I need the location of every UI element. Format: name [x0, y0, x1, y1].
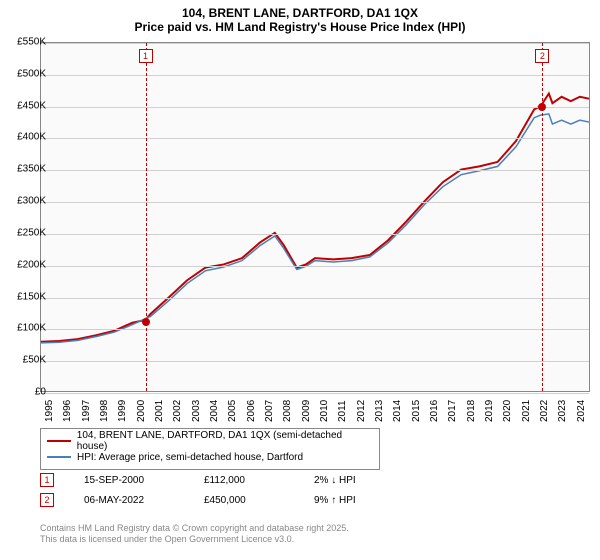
title-line-2: Price paid vs. HM Land Registry's House …	[0, 20, 600, 34]
y-tick-label: £150K	[6, 291, 46, 302]
gridline	[41, 329, 589, 330]
gridline	[41, 170, 589, 171]
gridline	[41, 202, 589, 203]
x-tick-label: 2019	[484, 400, 495, 422]
x-tick-label: 2013	[374, 400, 385, 422]
sale-price: £450,000	[204, 495, 314, 506]
x-tick-label: 2015	[411, 400, 422, 422]
gridline	[41, 393, 589, 394]
x-tick-label: 2001	[154, 400, 165, 422]
footer-line-2: This data is licensed under the Open Gov…	[40, 534, 349, 546]
y-tick-label: £300K	[6, 196, 46, 207]
x-tick-label: 1995	[44, 400, 55, 422]
x-tick-label: 2007	[264, 400, 275, 422]
footer-line-1: Contains HM Land Registry data © Crown c…	[40, 523, 349, 535]
x-tick-label: 2018	[466, 400, 477, 422]
title-line-1: 104, BRENT LANE, DARTFORD, DA1 1QX	[0, 6, 600, 20]
x-tick-label: 2005	[227, 400, 238, 422]
legend-swatch	[47, 456, 71, 458]
legend-label: 104, BRENT LANE, DARTFORD, DA1 1QX (semi…	[77, 430, 373, 452]
y-tick-label: £250K	[6, 227, 46, 238]
legend-label: HPI: Average price, semi-detached house,…	[77, 452, 303, 463]
x-tick-label: 1996	[62, 400, 73, 422]
plot-area: 12	[40, 42, 590, 392]
y-tick-label: £200K	[6, 259, 46, 270]
x-tick-label: 2016	[429, 400, 440, 422]
x-tick-label: 2017	[447, 400, 458, 422]
sales-row: 1 15-SEP-2000£112,0002% ↓ HPI	[40, 470, 356, 490]
x-tick-label: 2000	[136, 400, 147, 422]
y-tick-label: £400K	[6, 132, 46, 143]
x-tick-label: 2020	[502, 400, 513, 422]
x-tick-label: 2002	[172, 400, 183, 422]
gridline	[41, 138, 589, 139]
x-tick-label: 2023	[557, 400, 568, 422]
series-line	[41, 94, 589, 342]
sale-price: £112,000	[204, 475, 314, 486]
gridline	[41, 298, 589, 299]
sale-marker-line	[146, 43, 147, 391]
sale-date: 06-MAY-2022	[84, 495, 204, 506]
y-tick-label: £450K	[6, 100, 46, 111]
chart-container: 104, BRENT LANE, DARTFORD, DA1 1QX Price…	[0, 0, 600, 560]
sale-marker-box: 1	[139, 49, 153, 63]
sale-hpi-delta: 9% ↑ HPI	[314, 495, 356, 506]
sale-index-box: 1	[40, 473, 54, 487]
title-area: 104, BRENT LANE, DARTFORD, DA1 1QX Price…	[0, 0, 600, 34]
sale-index-box: 2	[40, 493, 54, 507]
plot-svg	[41, 43, 589, 391]
y-tick-label: £500K	[6, 68, 46, 79]
gridline	[41, 266, 589, 267]
gridline	[41, 75, 589, 76]
x-tick-label: 2006	[246, 400, 257, 422]
gridline	[41, 361, 589, 362]
series-line	[41, 114, 589, 343]
x-tick-label: 2011	[337, 400, 348, 422]
sales-row: 2 06-MAY-2022£450,0009% ↑ HPI	[40, 490, 356, 510]
legend-swatch	[47, 440, 71, 442]
sale-marker-box: 2	[535, 49, 549, 63]
gridline	[41, 234, 589, 235]
x-tick-label: 2024	[576, 400, 587, 422]
gridline	[41, 107, 589, 108]
y-tick-label: £100K	[6, 323, 46, 334]
sale-hpi-delta: 2% ↓ HPI	[314, 475, 356, 486]
sales-table: 1 15-SEP-2000£112,0002% ↓ HPI 2 06-MAY-2022…	[40, 470, 356, 510]
x-tick-label: 1999	[117, 400, 128, 422]
legend: 104, BRENT LANE, DARTFORD, DA1 1QX (semi…	[40, 428, 380, 470]
sale-marker-line	[542, 43, 543, 391]
y-tick-label: £550K	[6, 37, 46, 48]
x-tick-label: 2014	[392, 400, 403, 422]
x-tick-label: 2012	[356, 400, 367, 422]
x-tick-label: 2009	[301, 400, 312, 422]
legend-item: 104, BRENT LANE, DARTFORD, DA1 1QX (semi…	[47, 433, 373, 449]
gridline	[41, 43, 589, 44]
x-tick-label: 2022	[539, 400, 550, 422]
x-tick-label: 2010	[319, 400, 330, 422]
x-tick-label: 2021	[521, 400, 532, 422]
y-tick-label: £0	[6, 387, 46, 398]
y-tick-label: £50K	[6, 355, 46, 366]
y-tick-label: £350K	[6, 164, 46, 175]
sale-marker-dot	[142, 318, 150, 326]
x-tick-label: 1997	[81, 400, 92, 422]
sale-date: 15-SEP-2000	[84, 475, 204, 486]
x-tick-label: 2008	[282, 400, 293, 422]
x-tick-label: 2004	[209, 400, 220, 422]
sale-marker-dot	[538, 103, 546, 111]
x-tick-label: 1998	[99, 400, 110, 422]
x-tick-label: 2003	[191, 400, 202, 422]
footer-attribution: Contains HM Land Registry data © Crown c…	[40, 523, 349, 546]
